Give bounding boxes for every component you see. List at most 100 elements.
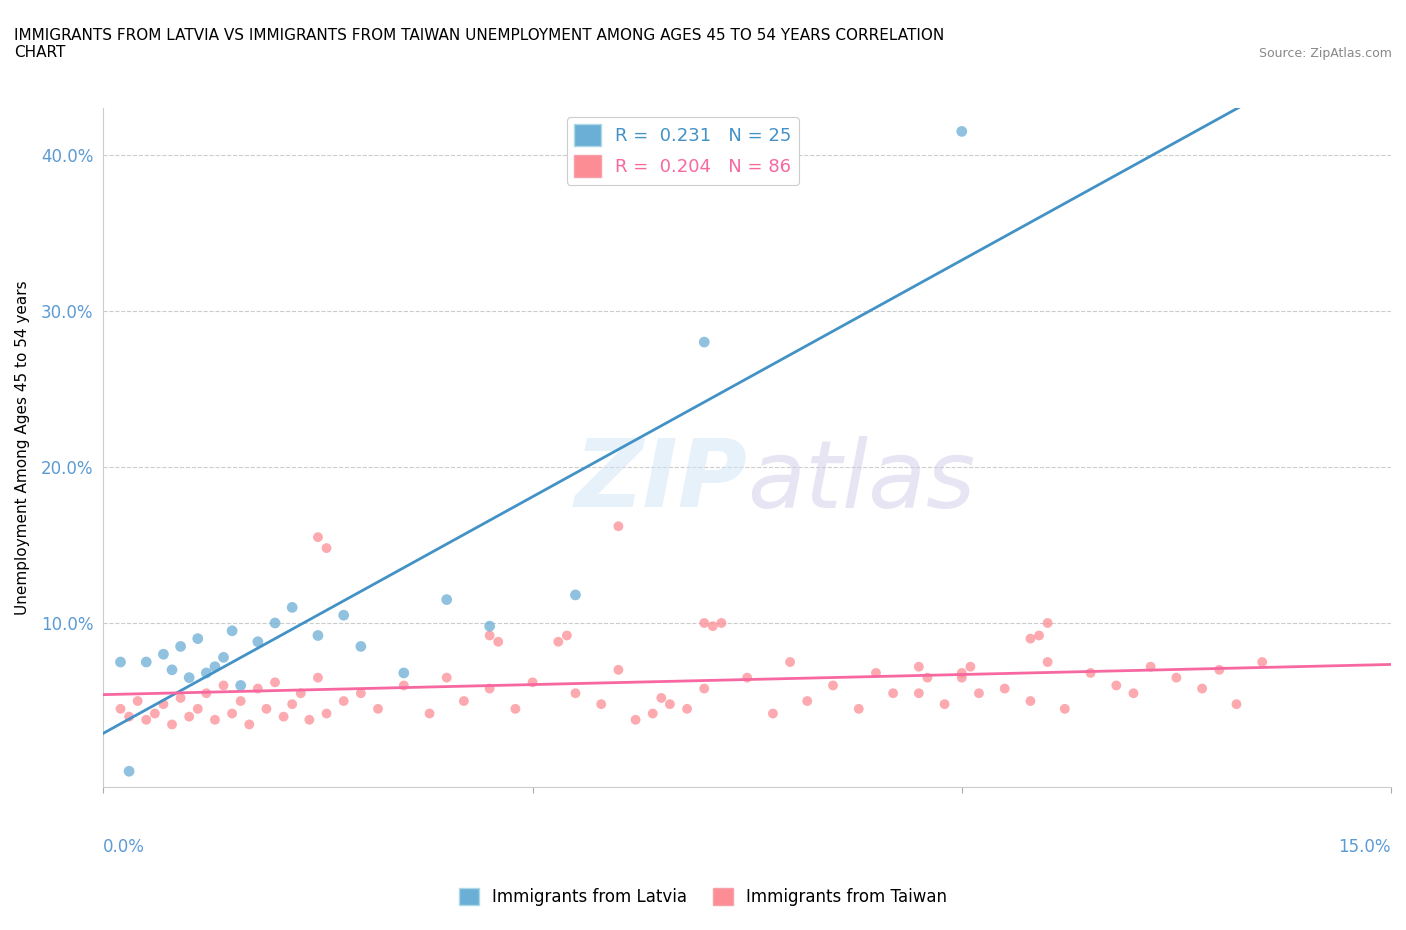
Point xyxy=(392,678,415,693)
Point xyxy=(1019,631,1042,646)
Point xyxy=(315,540,337,555)
Point xyxy=(994,681,1017,696)
Point xyxy=(478,618,501,633)
Point xyxy=(624,712,647,727)
Point xyxy=(307,628,329,643)
Point xyxy=(950,666,973,681)
Point xyxy=(1225,697,1247,711)
Point xyxy=(315,706,337,721)
Point xyxy=(693,681,716,696)
Point xyxy=(650,690,672,705)
Point xyxy=(1105,678,1128,693)
Point xyxy=(1122,685,1144,700)
Point xyxy=(350,685,373,700)
Point xyxy=(273,710,295,724)
Point xyxy=(1036,655,1059,670)
Point xyxy=(1028,628,1050,643)
Point xyxy=(821,678,844,693)
Point xyxy=(950,124,973,139)
Point xyxy=(676,701,699,716)
Point xyxy=(908,685,931,700)
Point xyxy=(1053,701,1076,716)
Point xyxy=(187,701,209,716)
Point xyxy=(152,646,174,661)
Point xyxy=(735,671,758,685)
Point xyxy=(135,655,157,670)
Text: ZIP: ZIP xyxy=(574,435,747,527)
Text: Source: ZipAtlas.com: Source: ZipAtlas.com xyxy=(1258,46,1392,60)
Point xyxy=(246,634,269,649)
Point xyxy=(135,712,157,727)
Point xyxy=(934,697,956,711)
Point xyxy=(367,701,389,716)
Point xyxy=(169,690,191,705)
Point xyxy=(564,685,586,700)
Point xyxy=(246,681,269,696)
Point xyxy=(607,519,630,534)
Point xyxy=(298,712,321,727)
Point xyxy=(392,666,415,681)
Point xyxy=(555,628,578,643)
Point xyxy=(1208,662,1230,677)
Point xyxy=(152,697,174,711)
Point xyxy=(179,671,201,685)
Text: IMMIGRANTS FROM LATVIA VS IMMIGRANTS FROM TAIWAN UNEMPLOYMENT AMONG AGES 45 TO 5: IMMIGRANTS FROM LATVIA VS IMMIGRANTS FRO… xyxy=(14,28,945,60)
Point xyxy=(160,717,183,732)
Point xyxy=(865,666,887,681)
Point xyxy=(281,697,304,711)
Point xyxy=(332,608,354,623)
Point xyxy=(848,701,870,716)
Point xyxy=(1166,671,1188,685)
Point xyxy=(522,675,544,690)
Point xyxy=(1191,681,1213,696)
Point xyxy=(332,694,354,709)
Text: atlas: atlas xyxy=(747,436,976,527)
Y-axis label: Unemployment Among Ages 45 to 54 years: Unemployment Among Ages 45 to 54 years xyxy=(15,280,30,615)
Point xyxy=(110,655,132,670)
Text: 0.0%: 0.0% xyxy=(103,838,145,857)
Point xyxy=(796,694,818,709)
Point xyxy=(1019,694,1042,709)
Point xyxy=(204,712,226,727)
Point xyxy=(908,659,931,674)
Text: 15.0%: 15.0% xyxy=(1339,838,1391,857)
Point xyxy=(281,600,304,615)
Point xyxy=(967,685,990,700)
Point xyxy=(607,662,630,677)
Point xyxy=(693,335,716,350)
Point xyxy=(212,678,235,693)
Point xyxy=(110,701,132,716)
Point xyxy=(547,634,569,649)
Point xyxy=(229,694,252,709)
Point xyxy=(264,675,287,690)
Point xyxy=(917,671,939,685)
Point xyxy=(1139,659,1161,674)
Point xyxy=(419,706,441,721)
Point xyxy=(212,650,235,665)
Point xyxy=(478,628,501,643)
Point xyxy=(693,616,716,631)
Point xyxy=(290,685,312,700)
Point xyxy=(882,685,904,700)
Point xyxy=(238,717,260,732)
Point xyxy=(453,694,475,709)
Point xyxy=(486,634,509,649)
Point xyxy=(256,701,278,716)
Point xyxy=(564,588,586,603)
Point xyxy=(118,764,141,778)
Point xyxy=(221,623,243,638)
Point xyxy=(779,655,801,670)
Point xyxy=(1251,655,1274,670)
Point xyxy=(307,671,329,685)
Point xyxy=(710,616,733,631)
Point xyxy=(221,706,243,721)
Point xyxy=(591,697,613,711)
Point xyxy=(950,671,973,685)
Point xyxy=(307,530,329,545)
Point xyxy=(762,706,785,721)
Point xyxy=(187,631,209,646)
Point xyxy=(1036,616,1059,631)
Point xyxy=(641,706,664,721)
Point xyxy=(127,694,149,709)
Point xyxy=(143,706,166,721)
